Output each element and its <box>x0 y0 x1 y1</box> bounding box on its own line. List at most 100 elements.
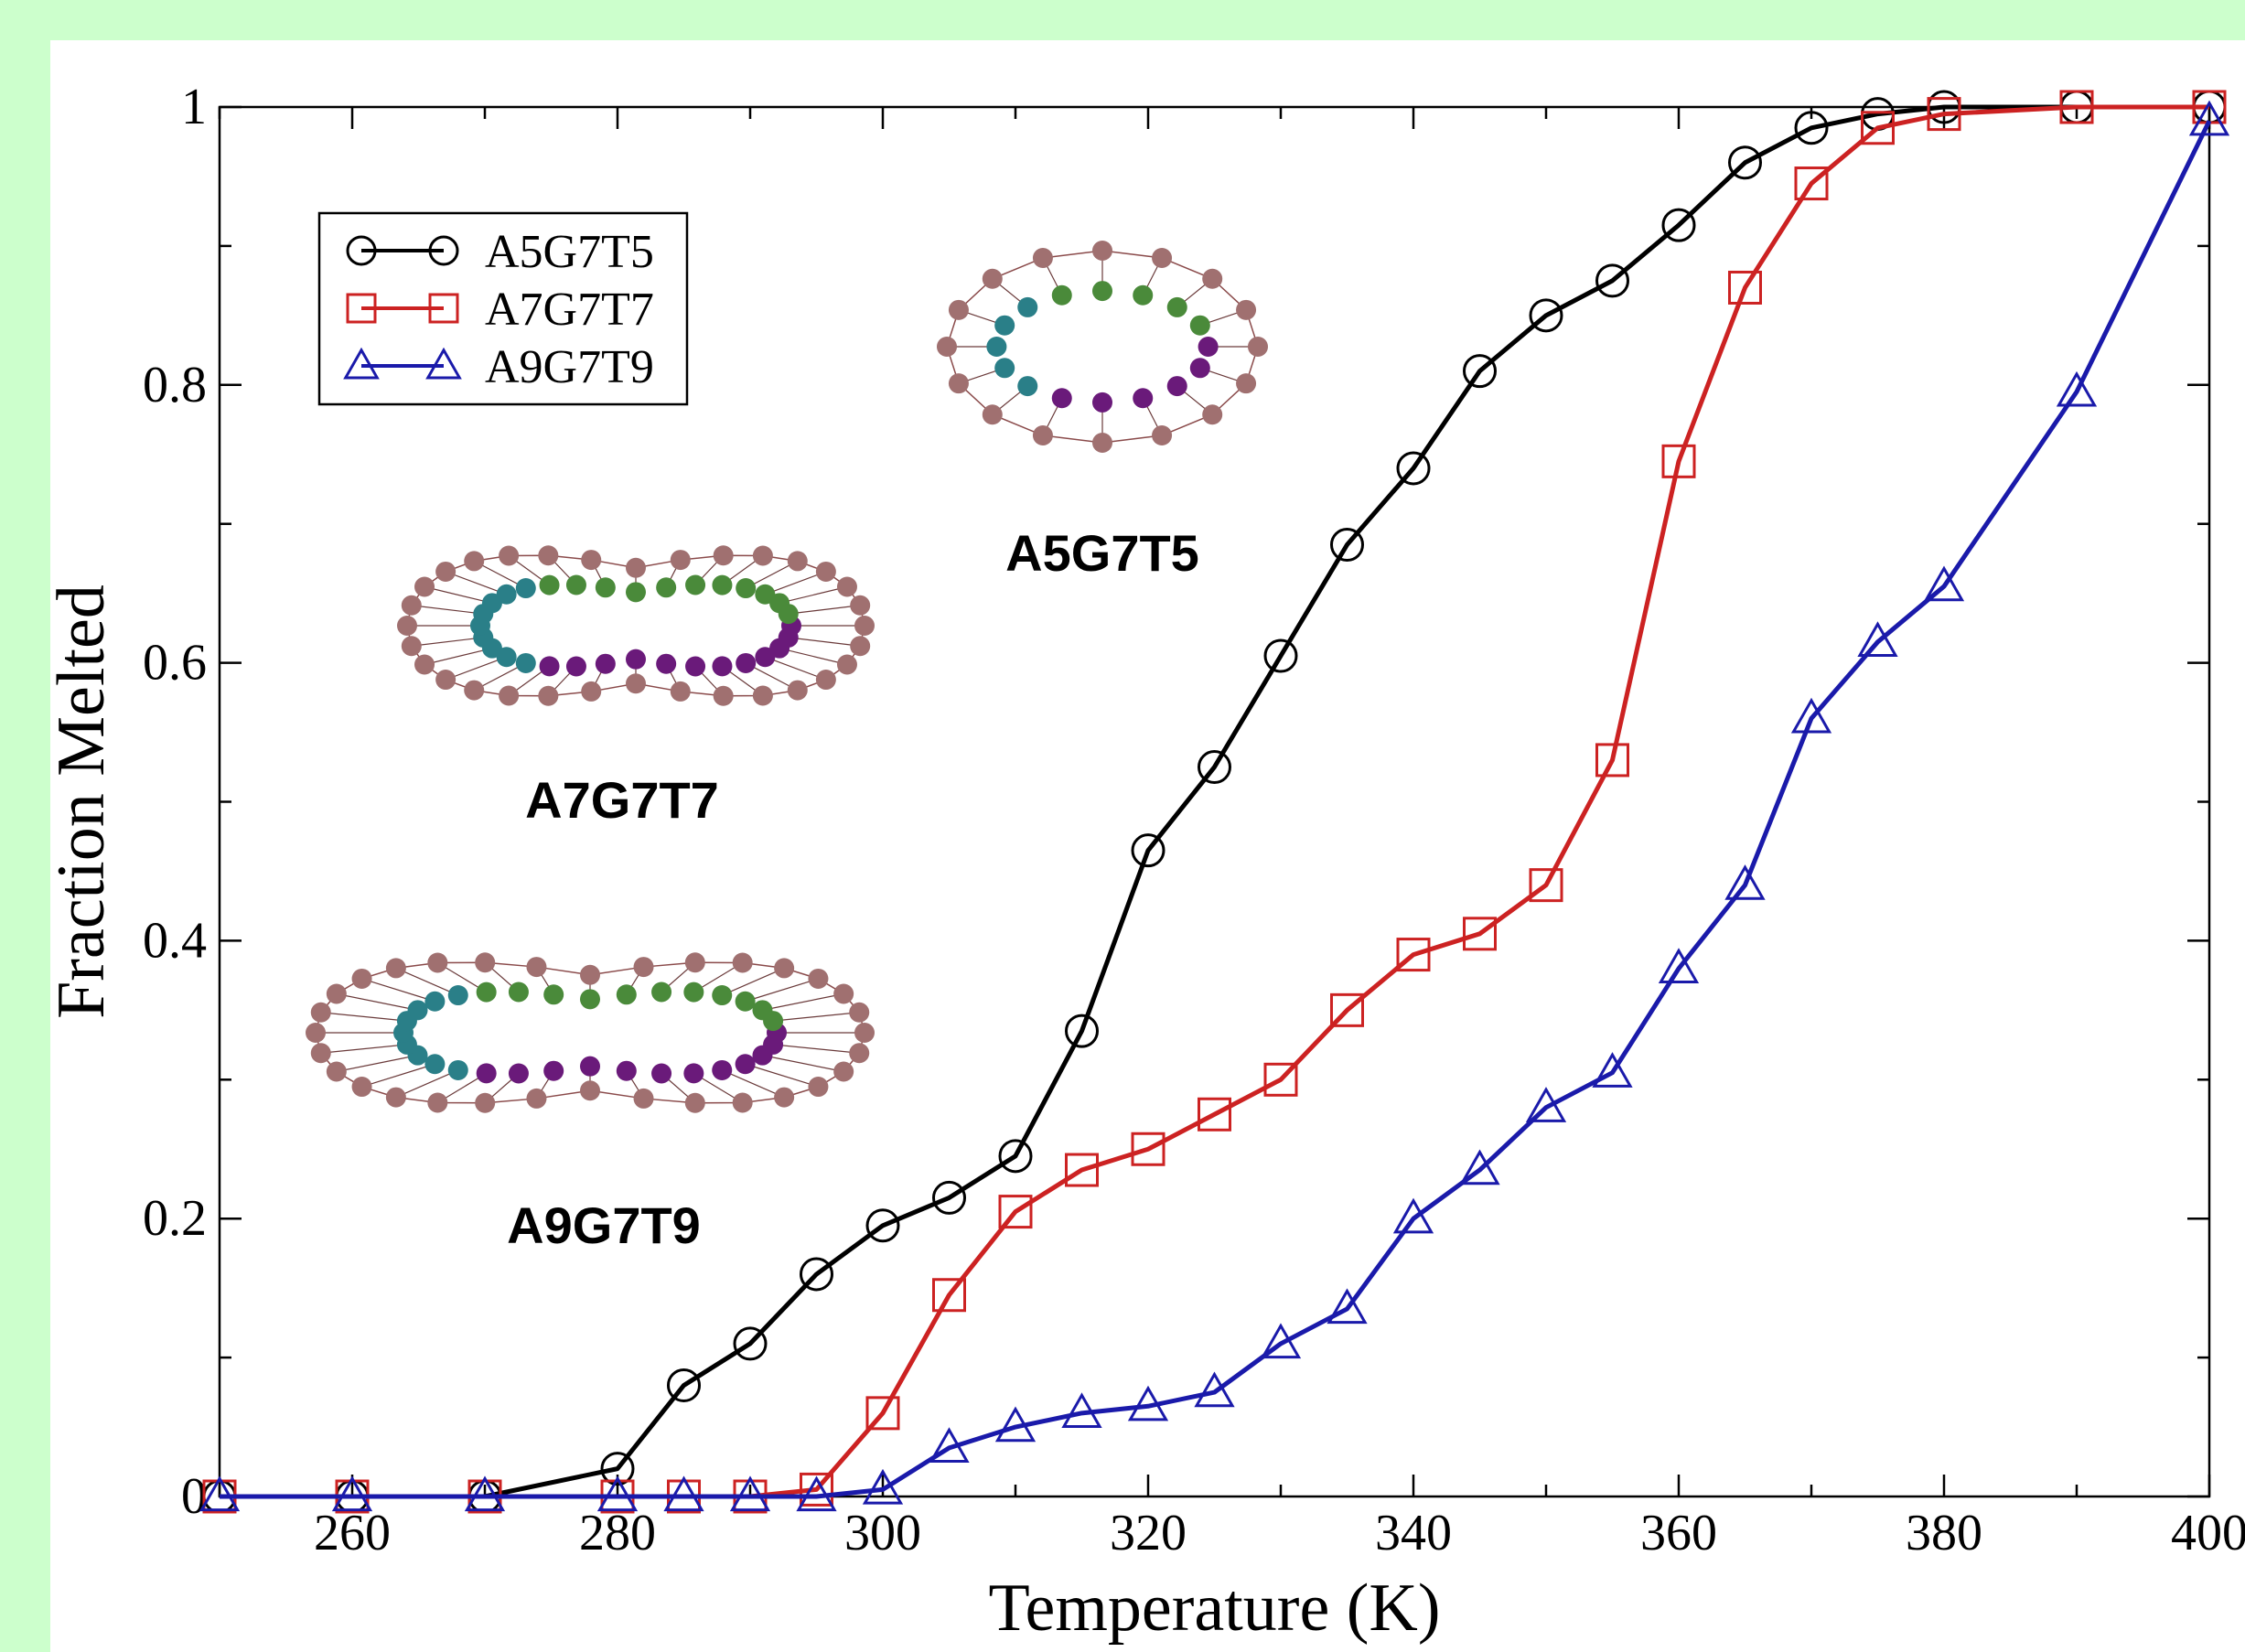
base-bead <box>1133 285 1153 306</box>
backbone-bead <box>733 1092 753 1112</box>
base-bead <box>1092 281 1112 301</box>
backbone-bead <box>499 685 519 705</box>
base-bead <box>509 982 529 1002</box>
base-bead <box>763 1011 783 1031</box>
base-bead <box>651 1064 671 1084</box>
base-bead <box>424 992 445 1012</box>
base-bead <box>1167 376 1187 396</box>
base-bead <box>685 657 705 677</box>
base-bead <box>408 1000 428 1020</box>
base-bead <box>986 337 1006 357</box>
backbone-bead <box>833 1062 854 1082</box>
backbone-bead <box>386 1088 406 1108</box>
legend: A5G7T5A7G7T7A9G7T9 <box>319 213 687 404</box>
backbone-bead <box>1202 269 1222 289</box>
backbone-bead <box>475 1093 495 1113</box>
backbone-bead <box>949 373 969 393</box>
base-bead <box>626 582 646 602</box>
backbone-bead <box>685 1093 705 1113</box>
base-bead <box>683 1063 704 1083</box>
backbone-bead <box>808 969 828 989</box>
base-bead <box>448 1060 468 1080</box>
backbone-bead <box>626 673 646 693</box>
backbone-bead <box>1202 404 1222 424</box>
backbone-bead <box>1236 300 1256 320</box>
backbone-bead <box>937 337 957 357</box>
backbone-bead <box>634 1089 654 1109</box>
backbone-bead <box>671 681 691 702</box>
base-bead <box>1017 376 1037 396</box>
backbone-bead <box>1152 248 1172 268</box>
base-bead <box>477 1063 497 1083</box>
backbone-bead <box>414 576 435 596</box>
base-bead <box>736 578 756 598</box>
y-tick-label: 0.8 <box>143 357 207 413</box>
x-tick-label: 320 <box>1110 1505 1187 1561</box>
base-bead <box>540 656 560 676</box>
base-bead <box>712 656 732 676</box>
backbone-bead <box>414 655 435 675</box>
backbone-bead <box>837 576 857 596</box>
base-bead <box>1017 297 1037 317</box>
base-bead <box>651 982 671 1002</box>
base-bead <box>994 316 1015 336</box>
base-bead <box>1190 316 1210 336</box>
y-tick-label: 0.6 <box>143 635 207 692</box>
base-bead <box>543 984 564 1004</box>
backbone-bead <box>352 969 372 989</box>
backbone-bead <box>352 1077 372 1097</box>
backbone-bead <box>464 551 484 571</box>
y-tick-label: 1 <box>181 79 207 135</box>
backbone-bead <box>526 957 546 977</box>
base-bead <box>755 647 775 667</box>
base-bead <box>736 1054 756 1074</box>
melting-chart: 260 280 300 320 340 360 380 40000.20.40.60.81Te… <box>50 40 2245 1652</box>
x-axis-title: Temperature (K) <box>988 1571 1440 1646</box>
x-tick-label: 340 <box>1375 1505 1452 1561</box>
backbone-bead <box>435 670 456 690</box>
backbone-bead <box>435 562 456 582</box>
base-bead <box>566 657 586 677</box>
base-bead <box>1198 337 1219 357</box>
molecule-label: A5G7T5 <box>1005 524 1199 582</box>
backbone-bead <box>1236 373 1256 393</box>
base-bead <box>448 985 468 1005</box>
base-bead <box>580 1057 600 1077</box>
backbone-bead <box>833 983 854 1003</box>
backbone-bead <box>816 670 836 690</box>
base-bead <box>712 575 732 595</box>
base-bead <box>1092 392 1112 413</box>
y-tick-label: 0.4 <box>143 912 207 969</box>
backbone-bead <box>580 965 600 985</box>
base-bead <box>516 653 536 673</box>
backbone-bead <box>983 404 1003 424</box>
backbone-bead <box>1092 241 1112 261</box>
base-bead <box>596 654 616 674</box>
base-bead <box>656 577 676 597</box>
backbone-bead <box>427 953 447 973</box>
base-bead <box>617 1061 637 1081</box>
backbone-bead <box>983 269 1003 289</box>
backbone-bead <box>850 595 870 616</box>
backbone-bead <box>1152 425 1172 445</box>
backbone-bead <box>580 1080 600 1100</box>
base-bead <box>736 992 756 1012</box>
backbone-bead <box>464 681 484 701</box>
base-bead <box>516 578 536 598</box>
backbone-bead <box>774 958 794 978</box>
backbone-bead <box>714 686 734 706</box>
base-bead <box>1190 358 1210 378</box>
backbone-bead <box>402 595 422 616</box>
backbone-bead <box>499 546 519 566</box>
backbone-bead <box>402 636 422 656</box>
backbone-bead <box>854 616 875 636</box>
backbone-bead <box>634 957 654 977</box>
backbone-bead <box>538 686 558 706</box>
backbone-bead <box>854 1023 875 1043</box>
base-bead <box>580 989 600 1009</box>
backbone-bead <box>306 1023 326 1043</box>
molecule-label: A7G7T7 <box>525 771 719 829</box>
y-axis-title: Fraction Melted <box>50 585 119 1019</box>
x-tick-label: 380 <box>1906 1505 1982 1561</box>
backbone-bead <box>581 681 601 702</box>
